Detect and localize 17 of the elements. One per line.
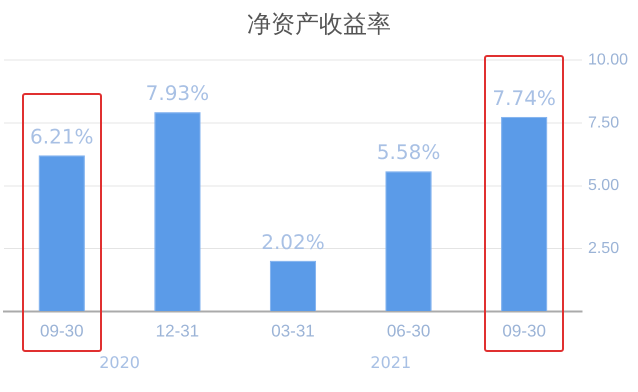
y-tick-label: 2.50	[588, 240, 620, 258]
data-label: 7.93%	[146, 81, 210, 106]
y-tick-label: 10.00	[588, 51, 628, 68]
data-label: 2.02%	[261, 230, 325, 254]
y-tick-label: 5.00	[588, 177, 620, 194]
x-tick-label: 06-30	[386, 321, 430, 340]
text: 2020	[99, 352, 140, 372]
chart-title: 净资产收益率	[246, 9, 392, 40]
data-label: 5.58%	[376, 140, 440, 164]
x-tick-label: 03-31	[271, 321, 315, 340]
data-label: 6.21%	[30, 124, 94, 148]
x-tick-label: 09-30	[502, 321, 546, 340]
y-tick-label: 7.50	[588, 114, 620, 132]
x-tick-label: 09-30	[40, 321, 84, 340]
text: 2021	[370, 352, 412, 372]
x-tick-label: 12-31	[156, 321, 200, 340]
data-label: 7.74%	[492, 86, 556, 110]
